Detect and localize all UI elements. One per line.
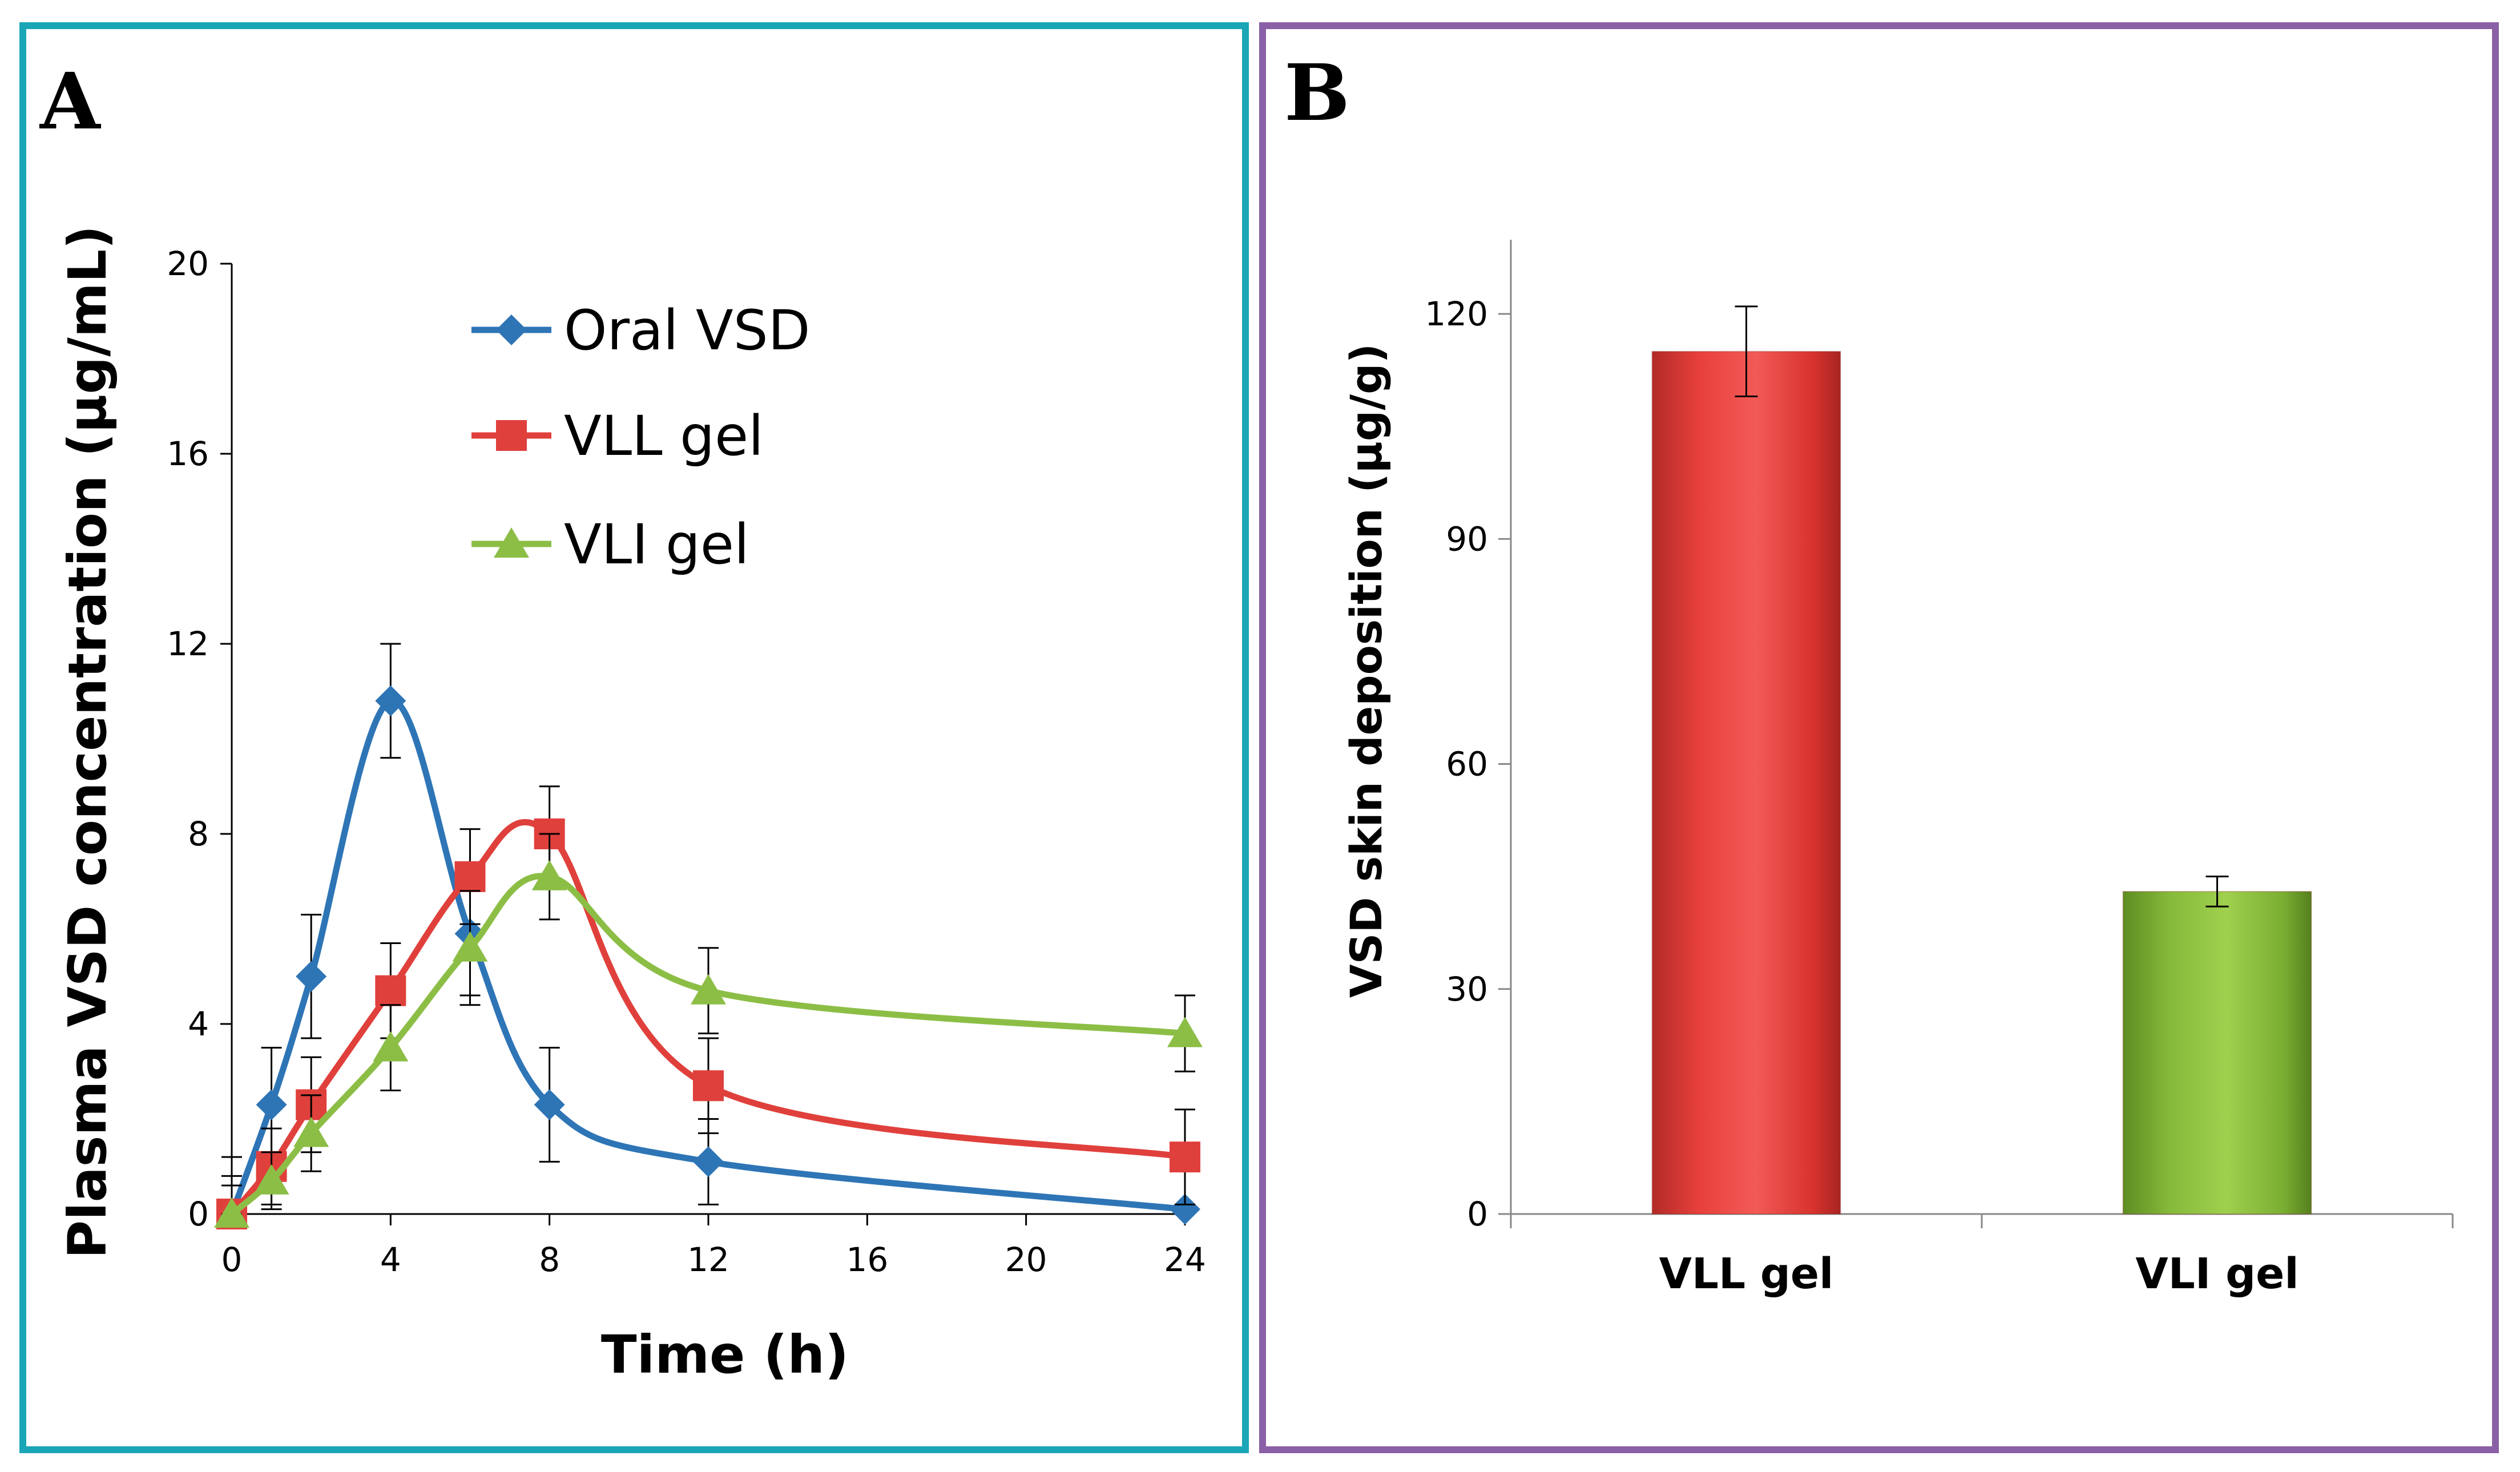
panel-b-bars: VLL gel VLI gel — [1651, 305, 2312, 1298]
panel-a-y-tick-label: 16 — [167, 434, 209, 473]
legend-label-vli-gel: VLI gel — [564, 513, 749, 576]
data-point-vll-gel — [375, 975, 406, 1006]
panel-b-y-tick-label: 120 — [1425, 295, 1488, 333]
data-point-vll-gel — [693, 1070, 724, 1102]
bar-group-vli-gel: VLI gel — [2122, 876, 2312, 1298]
data-point-vli-gel — [1167, 1017, 1203, 1047]
data-point-oral-vsd — [256, 1089, 287, 1120]
data-point-vll-gel — [1170, 1142, 1200, 1173]
data-point-vli-gel — [253, 1164, 289, 1195]
legend-entry-vli-gel: VLI gel — [471, 513, 749, 576]
panel-a-x-ticks: 0 4 8 12 16 20 24 — [221, 1214, 1206, 1279]
panel-b-y-ticks: 0 30 60 90 120 — [1425, 295, 1511, 1233]
panel-a-legend: Oral VSD VLL gel VLI gel — [471, 299, 811, 576]
panel-b-frame — [1259, 22, 2499, 1453]
panel-a-series — [214, 643, 1203, 1229]
panel-a-frame — [19, 22, 1249, 1453]
series-line-vll-gel — [229, 819, 1186, 1216]
panel-a-y-tick-label: 20 — [167, 244, 209, 283]
series-oral-vsd — [216, 643, 1200, 1229]
panel-a-y-axis-title: Plasma VSD concentration (µg/mL) — [57, 225, 118, 1259]
panel-b-letter: B — [1284, 47, 1350, 139]
bar-group-vll-gel: VLL gel — [1651, 305, 1841, 1298]
legend-marker-oral-vsd — [496, 314, 527, 345]
legend-marker-vll-gel — [496, 420, 527, 451]
bar-vli-gel — [2122, 890, 2312, 1215]
panel-a-x-tick-label: 0 — [221, 1240, 243, 1279]
data-point-oral-vsd — [534, 1089, 565, 1120]
panel-a-y-tick-label: 4 — [188, 1005, 209, 1043]
panel-b-y-tick-label: 90 — [1446, 519, 1488, 558]
series-vli-gel — [214, 833, 1203, 1228]
panel-a-x-tick-label: 12 — [687, 1240, 729, 1279]
panel-b-y-axis-title: VSD skin deposition (µg/g) — [1341, 344, 1392, 998]
data-point-oral-vsd — [693, 1146, 724, 1177]
data-point-oral-vsd — [375, 685, 406, 716]
data-point-vli-gel — [691, 974, 726, 1005]
data-point-vli-gel — [531, 860, 567, 890]
legend-label-oral-vsd: Oral VSD — [564, 299, 811, 362]
panel-a-y-tick-label: 12 — [167, 624, 209, 663]
category-label-vli-gel: VLI gel — [2135, 1249, 2299, 1298]
data-point-vli-gel — [214, 1197, 249, 1228]
data-point-vli-gel — [293, 1116, 329, 1147]
panel-a-x-tick-label: 4 — [380, 1240, 401, 1279]
error-bar — [2205, 876, 2229, 908]
series-line-oral-vsd — [228, 697, 1186, 1215]
data-point-vli-gel — [452, 931, 488, 962]
bar-vll-gel — [1651, 350, 1841, 1215]
legend-entry-oral-vsd: Oral VSD — [471, 299, 811, 362]
panel-b-y-tick-label: 0 — [1467, 1195, 1488, 1233]
panel-b-y-tick-label: 60 — [1446, 745, 1488, 784]
panel-a-x-tick-label: 24 — [1164, 1240, 1206, 1279]
panel-a-letter: A — [39, 56, 102, 147]
panel-a-y-tick-label: 8 — [188, 814, 209, 853]
panel-b: B 0 30 60 90 120 VLL gel VLI gel VSD skin dep… — [1259, 22, 2499, 1453]
panel-a: A 0 4 8 12 16 20 0 4 8 12 16 20 24 Plasma VSD conce… — [19, 22, 1249, 1453]
legend-marker-vli-gel — [494, 527, 529, 558]
category-label-vll-gel: VLL gel — [1659, 1249, 1834, 1298]
panel-a-x-tick-label: 20 — [1005, 1240, 1047, 1279]
panel-a-y-ticks: 0 4 8 12 16 20 — [167, 244, 232, 1233]
data-point-vli-gel — [373, 1031, 409, 1062]
panel-a-x-tick-label: 16 — [846, 1240, 888, 1279]
legend-entry-vll-gel: VLL gel — [471, 404, 764, 468]
data-point-oral-vsd — [296, 961, 327, 992]
panel-a-x-axis-title: Time (h) — [601, 1324, 849, 1385]
legend-label-vll-gel: VLL gel — [564, 404, 764, 468]
data-point-oral-vsd — [1170, 1193, 1200, 1225]
panel-a-x-tick-label: 8 — [539, 1240, 560, 1279]
data-point-vll-gel — [454, 861, 486, 892]
panel-a-y-tick-label: 0 — [188, 1195, 209, 1233]
panel-b-y-tick-label: 30 — [1446, 970, 1488, 1009]
error-bar — [1735, 305, 1758, 398]
